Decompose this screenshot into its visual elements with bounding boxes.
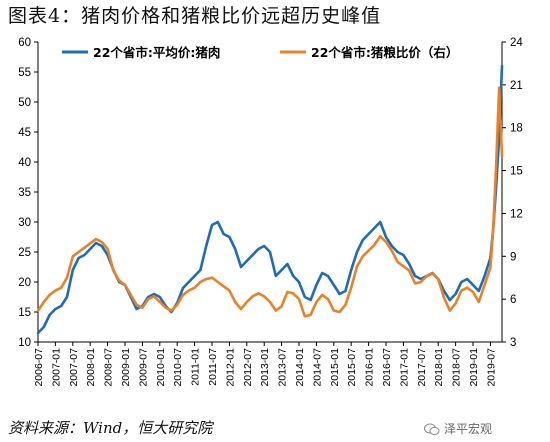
axes: 10 15 20 25 30 35 40 45 50 55 60 3 6 9 12 15 18 21 24 2006-…	[18, 37, 523, 387]
x-tick-label: 2006-07	[33, 348, 45, 387]
watermark-text: 泽平宏观	[444, 422, 493, 436]
y-left-tick-label: 10	[18, 337, 31, 349]
x-tick-label: 2014-07	[311, 348, 323, 387]
y-right-tick-label: 12	[510, 208, 523, 220]
y-left-tick-label: 15	[18, 307, 31, 319]
x-tick-label: 2011-07	[207, 348, 219, 386]
watermark: 泽平宏观	[424, 419, 492, 439]
legend: 22个省市:平均价:猪肉 22个省市:猪粮比价（右）	[62, 45, 458, 60]
y-left-tick-label: 25	[18, 247, 31, 259]
x-tick-label: 2007-07	[68, 348, 80, 387]
series-lines	[36, 64, 504, 335]
y-left-tick-label: 50	[18, 97, 31, 109]
y-right-tick-label: 9	[510, 251, 516, 263]
x-tick-label: 2017-01	[398, 348, 410, 387]
x-tick-label: 2015-07	[346, 348, 358, 387]
x-tick-label: 2013-01	[259, 348, 271, 387]
y-left-tick-label: 30	[18, 217, 31, 229]
x-tick-label: 2008-07	[103, 348, 115, 387]
wechat-icon	[424, 423, 440, 436]
x-tick-label: 2009-07	[137, 348, 149, 387]
x-tick-label: 2009-01	[120, 348, 132, 387]
x-tick-label: 2010-07	[172, 348, 184, 387]
x-tick-label: 2016-07	[381, 348, 393, 387]
y-left-tick-label: 60	[18, 37, 31, 49]
x-tick-label: 2007-01	[50, 348, 62, 387]
x-tick-label: 2011-01	[190, 348, 202, 386]
y-right-tick-label: 18	[510, 123, 523, 135]
source-note: 资料来源：Wind，恒大研究院	[8, 419, 213, 437]
x-tick-label: 2013-07	[277, 348, 289, 387]
x-tick-label: 2019-01	[468, 348, 480, 387]
y-left-tick-label: 20	[18, 277, 31, 289]
x-tick-label: 2018-01	[433, 348, 445, 387]
y-right-tick-label: 21	[510, 80, 523, 92]
x-tick-label: 2008-01	[85, 348, 97, 387]
y-left-tick-label: 55	[18, 67, 31, 79]
legend-label: 22个省市:猪粮比价（右）	[311, 45, 458, 60]
legend-label: 22个省市:平均价:猪肉	[93, 45, 220, 60]
x-tick-label: 2014-01	[294, 348, 306, 387]
x-tick-label: 2018-07	[451, 348, 463, 387]
y-right-tick-label: 15	[510, 166, 523, 178]
x-tick-label: 2016-01	[364, 348, 376, 387]
y-left-tick-label: 35	[18, 187, 31, 199]
y-left-tick-label: 45	[18, 127, 31, 139]
y-right-tick-label: 3	[510, 337, 516, 349]
y-right-tick-label: 24	[510, 37, 523, 49]
x-tick-label: 2017-07	[416, 348, 428, 387]
x-tick-label: 2012-01	[224, 348, 236, 387]
x-tick-label: 2015-01	[329, 348, 341, 387]
x-tick-label: 2012-07	[242, 348, 254, 387]
chart-title: 图表4：猪肉价格和猪粮比价远超历史峰值	[8, 5, 382, 27]
y-left-tick-label: 40	[18, 157, 31, 169]
x-tick-label: 2010-01	[155, 348, 167, 387]
y-right-tick-label: 6	[510, 294, 516, 306]
series-line-2	[36, 86, 504, 318]
series-line-1	[36, 64, 504, 335]
x-tick-label: 2019-07	[485, 348, 497, 387]
